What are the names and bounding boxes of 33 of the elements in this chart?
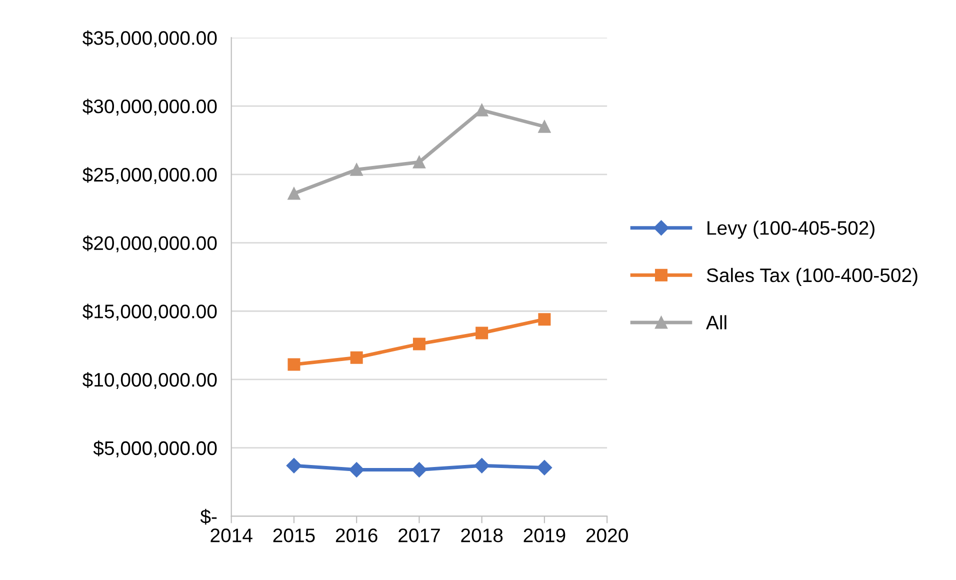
point (536, 460, 552, 476)
y-tick-label: $20,000,000.00 (82, 235, 217, 252)
point (288, 358, 300, 371)
y-tick-label: $5,000,000.00 (93, 440, 217, 458)
legend-label: Levy (100-405-502) (708, 220, 874, 239)
x-tick-label: 2017 (398, 528, 440, 542)
legend-label: All (706, 315, 726, 330)
y-tick-label: $15,000,000.00 (82, 304, 217, 321)
y-tick-label: $10,000,000.00 (82, 372, 217, 390)
x-tick-label: 2014 (210, 528, 252, 542)
point (350, 163, 363, 176)
point (412, 156, 426, 168)
x-tick-label: 2019 (524, 528, 566, 542)
point (476, 326, 488, 340)
point (349, 462, 364, 478)
y-tick-label: $25,000,000.00 (82, 167, 217, 184)
point (474, 458, 490, 474)
x-tick-label: 2018 (461, 528, 503, 542)
point (350, 351, 363, 364)
x-tick-label: 2016 (336, 528, 378, 542)
point (538, 120, 551, 133)
point (288, 187, 300, 200)
legend-label: Sales Tax (100-400-502) (706, 268, 918, 286)
point (286, 458, 302, 474)
point (412, 338, 426, 350)
y-tick-label: $35,000,000.00 (82, 30, 217, 48)
y-tick-label: $30,000,000.00 (82, 98, 217, 116)
y-tick-label: $- (200, 508, 217, 525)
point (538, 313, 551, 326)
x-tick-label: 2020 (586, 528, 628, 542)
x-tick-label: 2015 (273, 528, 315, 542)
point (476, 104, 488, 116)
point (412, 462, 427, 478)
